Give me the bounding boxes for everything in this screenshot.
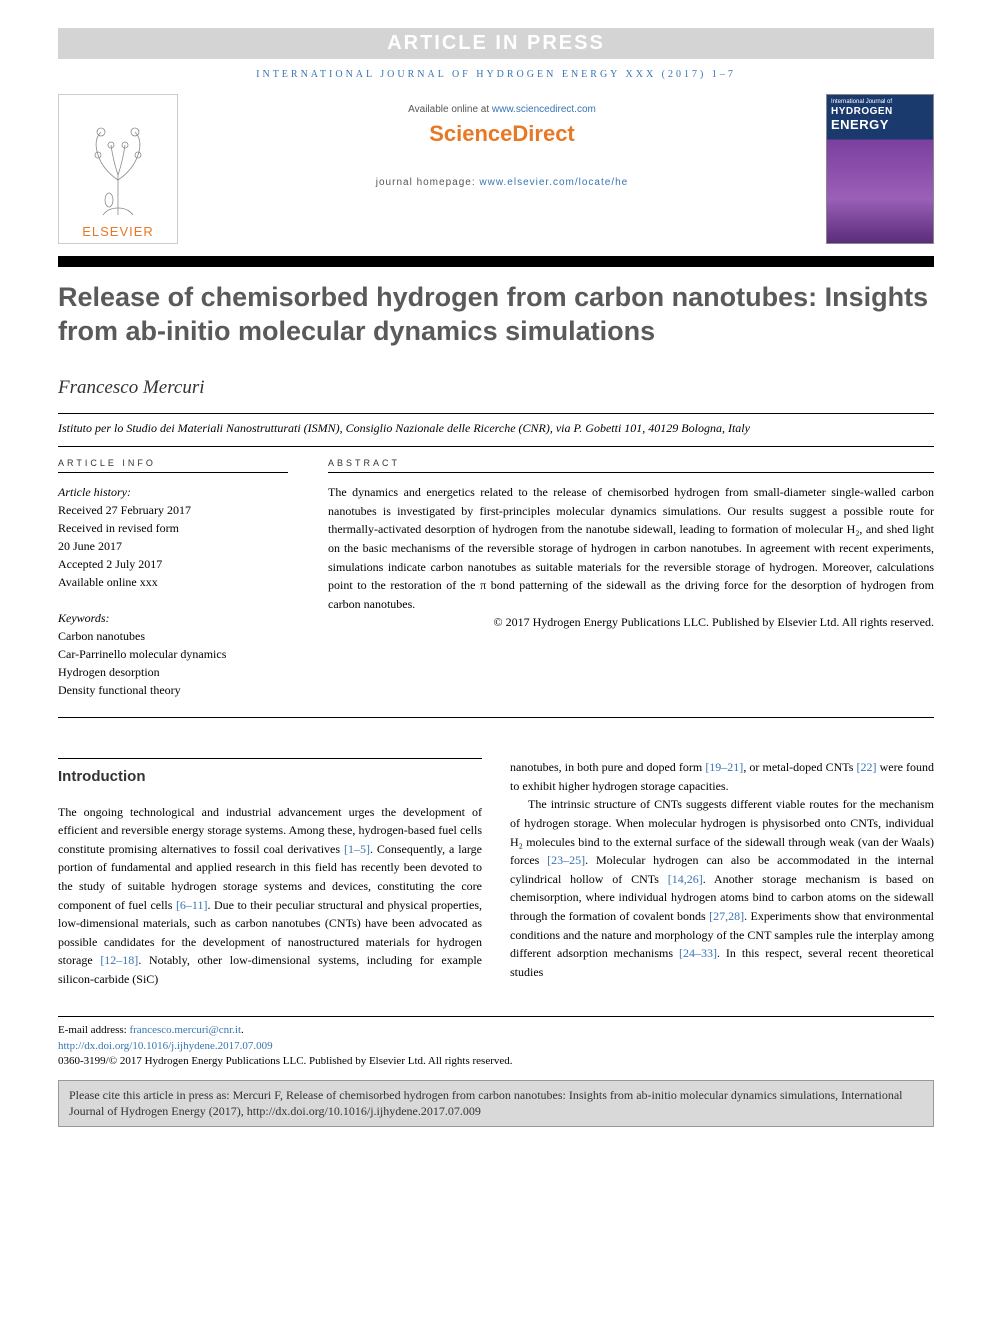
- history-received: Received 27 February 2017: [58, 501, 288, 519]
- divider-bar: [58, 256, 934, 267]
- ref-link[interactable]: [27,28]: [709, 909, 744, 923]
- sciencedirect-url[interactable]: www.sciencedirect.com: [492, 104, 596, 115]
- ref-link[interactable]: [12–18]: [100, 953, 138, 967]
- email-link[interactable]: francesco.mercuri@cnr.it: [129, 1024, 241, 1036]
- sciencedirect-logo: ScienceDirect: [198, 121, 806, 147]
- abstract-column: ABSTRACT The dynamics and energetics rel…: [328, 453, 934, 699]
- body-column-left: Introduction The ongoing technological a…: [58, 758, 482, 988]
- header-row: ELSEVIER Available online at www.science…: [58, 94, 934, 244]
- intro-paragraph: The ongoing technological and industrial…: [58, 803, 482, 989]
- info-abstract-row: ARTICLE INFO Article history: Received 2…: [58, 453, 934, 699]
- ref-link[interactable]: [22]: [857, 760, 877, 774]
- history-revised1: Received in revised form: [58, 519, 288, 537]
- ref-link[interactable]: [1–5]: [344, 842, 370, 856]
- history-accepted: Accepted 2 July 2017: [58, 555, 288, 573]
- issn-copyright: 0360-3199/© 2017 Hydrogen Energy Publica…: [58, 1054, 934, 1069]
- keyword: Carbon nanotubes: [58, 627, 288, 645]
- doi-link[interactable]: http://dx.doi.org/10.1016/j.ijhydene.201…: [58, 1039, 934, 1054]
- available-prefix: Available online at: [408, 104, 492, 115]
- cover-line3: ENERGY: [831, 117, 929, 132]
- rule: [58, 446, 934, 447]
- elsevier-tree-icon: [73, 120, 163, 220]
- footer: E-mail address: francesco.mercuri@cnr.it…: [58, 1016, 934, 1069]
- abstract-copyright: © 2017 Hydrogen Energy Publications LLC.…: [328, 615, 934, 630]
- homepage-prefix: journal homepage:: [376, 177, 480, 188]
- history-revised2: 20 June 2017: [58, 537, 288, 555]
- ref-link[interactable]: [23–25]: [547, 853, 585, 867]
- rule: [58, 717, 934, 718]
- history-online: Available online xxx: [58, 573, 288, 591]
- citation-box: Please cite this article in press as: Me…: [58, 1080, 934, 1128]
- ref-link[interactable]: [6–11]: [176, 898, 208, 912]
- author-name: Francesco Mercuri: [58, 377, 934, 399]
- keyword: Hydrogen desorption: [58, 663, 288, 681]
- available-online: Available online at www.sciencedirect.co…: [198, 104, 806, 115]
- history-heading: Article history:: [58, 483, 288, 501]
- body-paragraph: The intrinsic structure of CNTs suggests…: [510, 795, 934, 981]
- email-line: E-mail address: francesco.mercuri@cnr.it…: [58, 1023, 934, 1038]
- journal-header: INTERNATIONAL JOURNAL OF HYDROGEN ENERGY…: [58, 69, 934, 80]
- introduction-heading: Introduction: [58, 758, 482, 788]
- sciencedirect-block: Available online at www.sciencedirect.co…: [178, 94, 826, 188]
- abstract-text: The dynamics and energetics related to t…: [328, 483, 934, 613]
- ref-link[interactable]: [19–21]: [705, 760, 743, 774]
- publisher-logo: ELSEVIER: [58, 94, 178, 244]
- body-columns: Introduction The ongoing technological a…: [58, 758, 934, 988]
- ref-link[interactable]: [24–33]: [679, 946, 717, 960]
- article-info-column: ARTICLE INFO Article history: Received 2…: [58, 453, 288, 699]
- rule: [58, 413, 934, 414]
- ref-link[interactable]: [14,26]: [668, 872, 703, 886]
- text: , or metal-doped CNTs: [743, 760, 856, 774]
- article-title: Release of chemisorbed hydrogen from car…: [58, 281, 934, 349]
- affiliation: Istituto per lo Studio dei Materiali Nan…: [58, 420, 934, 437]
- homepage-link[interactable]: www.elsevier.com/locate/he: [479, 177, 628, 188]
- abstract-label: ABSTRACT: [328, 458, 934, 473]
- body-paragraph: nanotubes, in both pure and doped form […: [510, 758, 934, 795]
- journal-homepage: journal homepage: www.elsevier.com/locat…: [198, 177, 806, 188]
- email-label: E-mail address:: [58, 1024, 129, 1036]
- text: nanotubes, in both pure and doped form: [510, 760, 705, 774]
- article-in-press-banner: ARTICLE IN PRESS: [58, 28, 934, 59]
- elsevier-wordmark: ELSEVIER: [82, 224, 154, 239]
- keywords-heading: Keywords:: [58, 609, 288, 627]
- journal-cover-thumbnail: International Journal of HYDROGEN ENERGY: [826, 94, 934, 244]
- cover-line1: International Journal of: [831, 99, 929, 105]
- article-info-label: ARTICLE INFO: [58, 458, 288, 473]
- cover-line2: HYDROGEN: [831, 106, 929, 117]
- keyword: Car-Parrinello molecular dynamics: [58, 645, 288, 663]
- body-column-right: nanotubes, in both pure and doped form […: [510, 758, 934, 988]
- keyword: Density functional theory: [58, 681, 288, 699]
